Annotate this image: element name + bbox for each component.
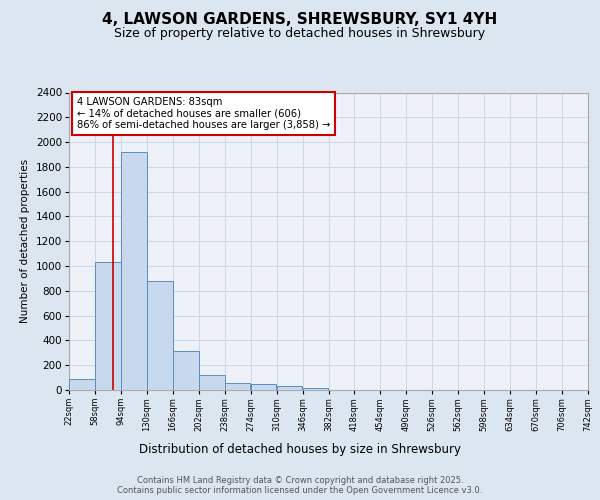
Text: 4, LAWSON GARDENS, SHREWSBURY, SY1 4YH: 4, LAWSON GARDENS, SHREWSBURY, SY1 4YH — [103, 12, 497, 28]
Bar — [199, 376, 224, 390]
Bar — [69, 379, 95, 390]
Bar — [225, 383, 250, 390]
Bar — [303, 388, 328, 390]
Bar — [147, 281, 173, 390]
Bar — [95, 262, 121, 390]
Text: Distribution of detached houses by size in Shrewsbury: Distribution of detached houses by size … — [139, 442, 461, 456]
Bar — [251, 384, 277, 390]
Y-axis label: Number of detached properties: Number of detached properties — [20, 159, 30, 324]
Text: Size of property relative to detached houses in Shrewsbury: Size of property relative to detached ho… — [115, 28, 485, 40]
Bar — [173, 351, 199, 390]
Text: 4 LAWSON GARDENS: 83sqm
← 14% of detached houses are smaller (606)
86% of semi-d: 4 LAWSON GARDENS: 83sqm ← 14% of detache… — [77, 97, 330, 130]
Text: Contains HM Land Registry data © Crown copyright and database right 2025.
Contai: Contains HM Land Registry data © Crown c… — [118, 476, 482, 495]
Bar — [121, 152, 146, 390]
Bar — [277, 386, 302, 390]
